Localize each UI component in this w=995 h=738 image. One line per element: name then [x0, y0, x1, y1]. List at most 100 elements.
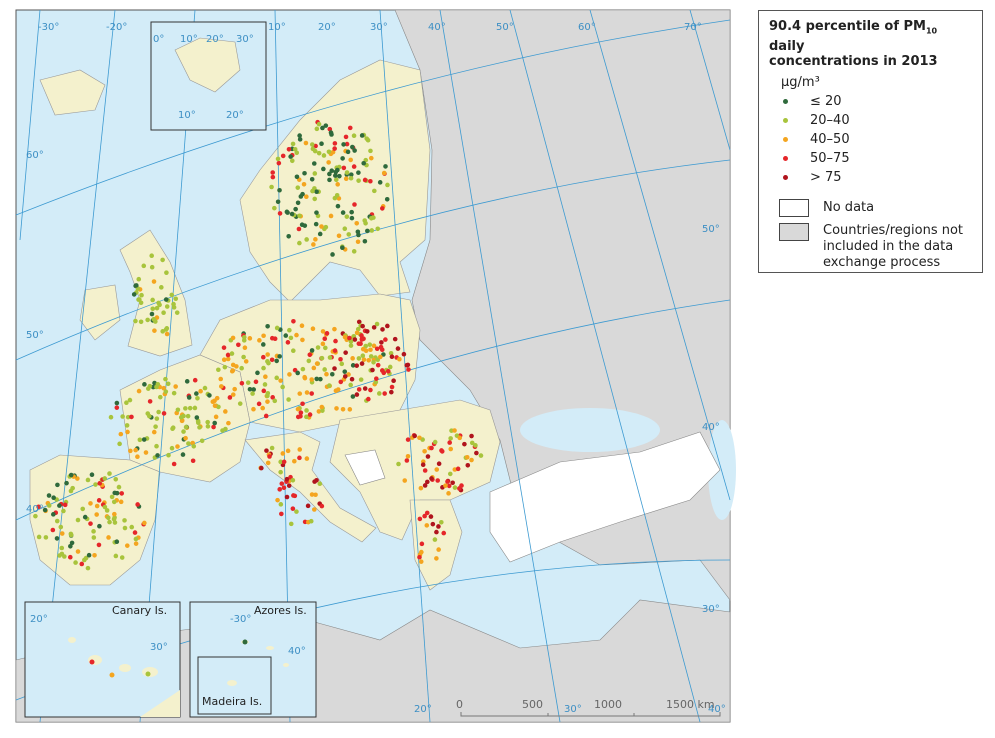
scale-label: 0 [456, 698, 463, 711]
station-dot [405, 454, 411, 459]
station-dot [232, 386, 237, 392]
station-dot [64, 480, 69, 486]
station-dot [412, 433, 417, 439]
station-dot [151, 429, 157, 435]
station-dot [243, 359, 249, 364]
inset-canary: Canary Is. 20° 30° [24, 601, 181, 718]
station-dot [239, 380, 245, 386]
station-dot [107, 519, 112, 525]
station-dot [368, 148, 373, 154]
station-dot [298, 410, 304, 415]
station-dot [114, 539, 120, 544]
station-dot [381, 370, 387, 376]
station-dot [469, 440, 475, 446]
station-dot [277, 487, 283, 492]
station-dot [321, 166, 326, 172]
station-dot [300, 366, 306, 372]
inset-name: Madeira Is. [202, 695, 262, 708]
station-dot [280, 384, 285, 390]
station-dot [294, 332, 299, 338]
inset-name: Azores Is. [254, 604, 307, 617]
station-dot [429, 476, 434, 481]
station-dot [161, 310, 166, 316]
grat-label: 0° [153, 34, 164, 45]
station-dot [368, 387, 373, 393]
station-dot [362, 218, 367, 223]
station-dot [380, 206, 385, 211]
station-dot [291, 318, 296, 324]
station-dot [361, 357, 367, 362]
station-dot [320, 408, 325, 413]
station-dot [263, 374, 268, 380]
station-dot [335, 387, 341, 392]
station-dot [337, 173, 342, 179]
station-dot [160, 329, 165, 334]
station-dot [343, 134, 349, 140]
station-dot [179, 418, 185, 424]
station-dot [368, 347, 373, 353]
station-dot [478, 453, 484, 458]
station-dot [302, 223, 308, 228]
station-dot [310, 146, 316, 152]
station-dot [202, 385, 208, 391]
station-dot [112, 520, 118, 525]
station-dot [368, 155, 374, 161]
station-dot [363, 343, 368, 349]
station-dot [304, 194, 309, 199]
station-dot [124, 423, 130, 428]
station-dot [227, 395, 233, 400]
station-dot [259, 465, 264, 471]
station-dot [362, 238, 368, 244]
station-dot [58, 524, 64, 530]
station-dot [404, 458, 410, 463]
station-dot [292, 493, 298, 499]
station-dot [368, 354, 374, 359]
station-dot [309, 176, 315, 182]
station-dot [68, 531, 74, 537]
station-dot [57, 503, 62, 508]
station-dot [335, 182, 340, 187]
station-dot [131, 292, 137, 297]
station-dot [342, 374, 348, 379]
station-dot [138, 319, 144, 325]
station-dot [462, 441, 467, 447]
station-dot [349, 376, 355, 382]
station-dot [346, 232, 352, 237]
station-dot [163, 376, 168, 382]
station-dot [348, 382, 353, 388]
station-dot [134, 283, 139, 288]
station-dot [300, 337, 305, 343]
station-dot [106, 535, 111, 540]
station-dot [293, 206, 298, 212]
station-dot [119, 491, 125, 496]
station-dot [321, 153, 327, 158]
station-dot [55, 482, 60, 488]
station-dot [166, 452, 171, 458]
station-dot [114, 405, 120, 410]
station-dot [171, 461, 177, 467]
station-dot [229, 368, 235, 374]
station-dot [143, 450, 149, 455]
station-dot [371, 325, 377, 330]
station-dot [422, 468, 428, 473]
station-dot [96, 542, 102, 548]
station-dot [61, 508, 66, 514]
station-dot [33, 513, 38, 519]
station-dot [280, 153, 286, 159]
station-dot [360, 346, 366, 352]
station-dot [70, 485, 75, 491]
grat-label: 50° [496, 22, 514, 33]
station-dot [68, 544, 73, 549]
station-dot [285, 340, 291, 345]
station-dot [94, 503, 100, 509]
station-dot [350, 363, 356, 368]
grat-label: 30° [236, 34, 254, 45]
station-dot [324, 371, 329, 377]
station-dot [304, 408, 309, 413]
station-dot [288, 154, 293, 159]
station-dot [354, 220, 360, 226]
grat-label: 30° [150, 642, 168, 653]
station-dot [299, 323, 305, 329]
station-dot [395, 346, 401, 351]
station-dot [291, 348, 296, 353]
